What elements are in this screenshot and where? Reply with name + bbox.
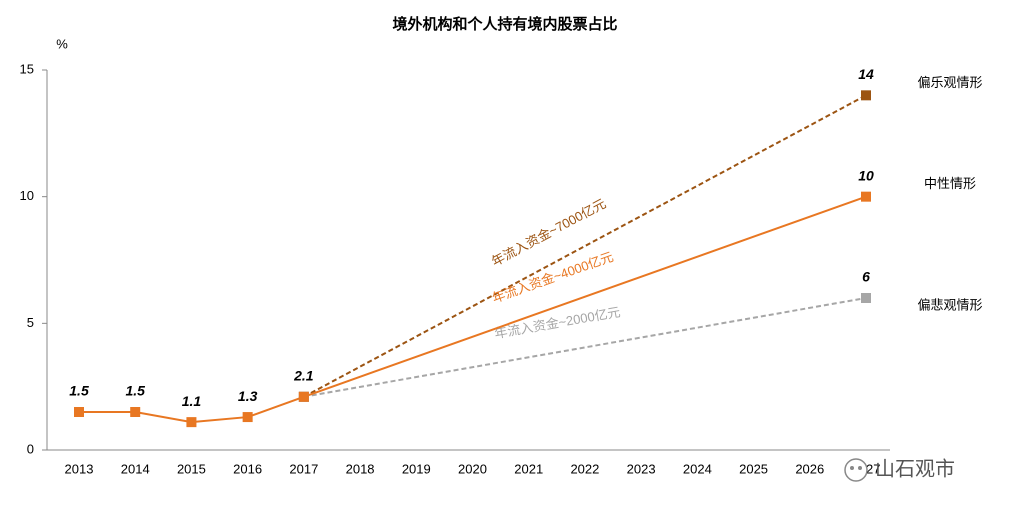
data-label: 14 bbox=[858, 66, 874, 82]
watermark: 山石观市 bbox=[844, 457, 955, 482]
marker bbox=[74, 407, 84, 417]
x-tick-label: 2013 bbox=[65, 461, 94, 476]
marker bbox=[861, 191, 871, 202]
series-name: 偏悲观情形 bbox=[917, 297, 982, 312]
x-tick-label: 2016 bbox=[233, 461, 262, 476]
y-tick-label: 10 bbox=[20, 188, 34, 203]
marker bbox=[861, 293, 871, 303]
x-tick-label: 2015 bbox=[177, 461, 206, 476]
y-tick-label: 0 bbox=[27, 441, 34, 456]
data-label: 1.5 bbox=[125, 383, 145, 399]
line bbox=[79, 195, 867, 424]
series-name: 偏乐观情形 bbox=[917, 75, 982, 90]
watermark-text: 山石观市 bbox=[875, 457, 955, 480]
watermark-icon bbox=[844, 458, 868, 482]
marker bbox=[186, 417, 197, 428]
chart-title: 境外机构和个人持有境内股票占比 bbox=[392, 15, 617, 33]
x-tick-label: 2020 bbox=[458, 461, 487, 476]
marker bbox=[298, 391, 309, 402]
data-label: 2.1 bbox=[293, 368, 314, 384]
marker bbox=[861, 90, 871, 101]
series-name: 中性情形 bbox=[924, 176, 976, 191]
x-tick-label: 2017 bbox=[289, 461, 318, 476]
x-tick-label: 2022 bbox=[570, 461, 599, 476]
x-tick-label: 2019 bbox=[402, 461, 431, 476]
data-label: 1.3 bbox=[238, 388, 258, 404]
data-label: 1.1 bbox=[182, 393, 202, 409]
x-tick-label: 2024 bbox=[683, 461, 712, 476]
x-tick-label: 2025 bbox=[739, 461, 768, 476]
x-tick-label: 2026 bbox=[795, 461, 824, 476]
line bbox=[303, 94, 867, 398]
data-label: 10 bbox=[858, 167, 874, 183]
data-label: 1.5 bbox=[69, 383, 89, 399]
line bbox=[303, 297, 867, 398]
marker bbox=[242, 412, 253, 423]
y-tick-label: 5 bbox=[27, 315, 34, 330]
x-tick-label: 2021 bbox=[514, 461, 543, 476]
watermark-icon-dot bbox=[858, 466, 862, 470]
watermark-icon-dot bbox=[850, 466, 854, 470]
data-label: 6 bbox=[862, 269, 870, 285]
x-tick-label: 2014 bbox=[121, 461, 150, 476]
y-unit: % bbox=[56, 36, 68, 51]
x-tick-label: 2018 bbox=[346, 461, 375, 476]
x-tick-label: 2023 bbox=[627, 461, 656, 476]
y-tick-label: 15 bbox=[20, 61, 34, 76]
marker bbox=[130, 407, 141, 417]
